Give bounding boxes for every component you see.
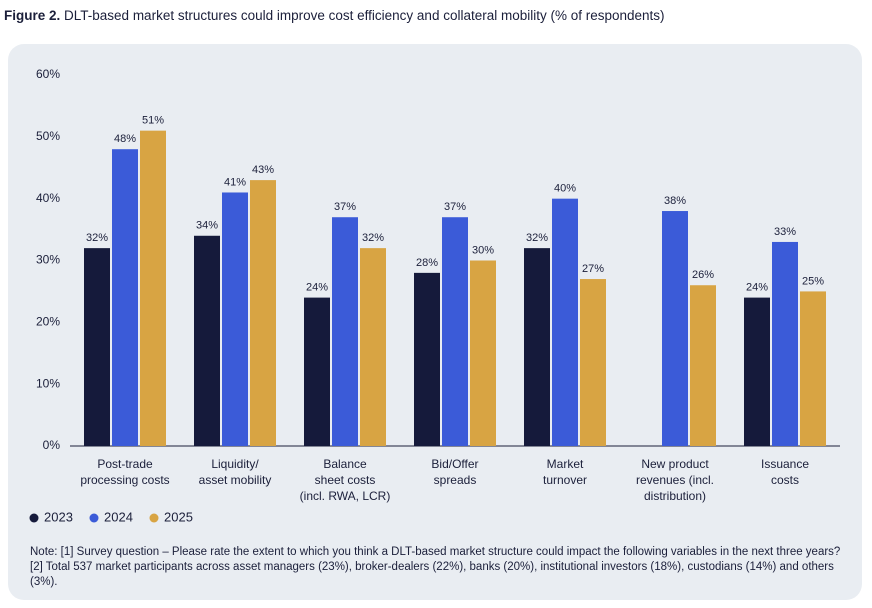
legend-marker <box>29 513 39 523</box>
bar <box>222 192 248 446</box>
bar <box>414 272 440 446</box>
y-tick-label: 0% <box>43 438 61 452</box>
chart-title: Figure 2. DLT-based market structures co… <box>4 8 665 23</box>
value-label: 27% <box>582 263 604 275</box>
y-tick-label: 30% <box>36 253 60 267</box>
value-label: 34% <box>196 220 218 232</box>
value-label: 41% <box>224 176 246 188</box>
value-label: 32% <box>86 232 108 244</box>
bar <box>140 130 166 446</box>
value-label: 38% <box>664 195 686 207</box>
bar <box>470 260 496 446</box>
value-label: 37% <box>444 201 466 213</box>
bar <box>360 248 386 446</box>
bar <box>800 291 826 446</box>
x-tick-label: Issuance costs <box>760 457 810 487</box>
x-tick-label: Market turnover <box>542 457 588 487</box>
bar <box>84 248 110 446</box>
bar <box>304 297 330 446</box>
y-tick-label: 10% <box>36 376 60 390</box>
bar <box>194 235 220 446</box>
bar <box>250 180 276 446</box>
x-tick-label: Post-trade processing costs <box>80 457 170 487</box>
legend-marker <box>89 513 99 523</box>
x-tick-label: Bid/Offer spreads <box>431 457 479 487</box>
bar <box>442 217 468 446</box>
value-label: 32% <box>362 232 384 244</box>
value-label: 32% <box>526 232 548 244</box>
value-label: 40% <box>554 183 576 195</box>
value-label: 37% <box>334 201 356 213</box>
bar <box>552 198 578 446</box>
y-tick-label: 40% <box>36 191 60 205</box>
value-label: 24% <box>306 282 328 294</box>
x-tick-label: Liquidity/ asset mobility <box>198 457 272 487</box>
figure-label: Figure 2. <box>4 8 61 23</box>
value-label: 33% <box>774 226 796 238</box>
note: Note: [1] Survey question – Please rate … <box>30 546 841 588</box>
x-tick-label: New product revenues (incl. distribution… <box>635 457 715 503</box>
bar <box>690 285 716 446</box>
title-text: DLT-based market structures could improv… <box>64 8 665 23</box>
bar <box>772 241 798 446</box>
value-label: 26% <box>692 269 714 281</box>
value-label: 28% <box>416 257 438 269</box>
bar <box>332 217 358 446</box>
bar <box>744 297 770 446</box>
y-tick-label: 20% <box>36 315 60 329</box>
legend-label: 2023 <box>44 509 73 524</box>
value-label: 30% <box>472 244 494 256</box>
legend-label: 2024 <box>104 509 133 524</box>
bar <box>112 149 138 446</box>
y-tick-label: 50% <box>36 129 60 143</box>
bar <box>524 248 550 446</box>
legend-label: 2025 <box>164 509 193 524</box>
bar <box>662 211 688 446</box>
value-label: 43% <box>252 164 274 176</box>
value-label: 51% <box>142 115 164 127</box>
bar <box>580 279 606 446</box>
value-label: 48% <box>114 133 136 145</box>
y-tick-label: 60% <box>36 67 60 81</box>
value-label: 24% <box>746 282 768 294</box>
value-label: 25% <box>802 275 824 287</box>
legend-marker <box>149 513 159 523</box>
x-tick-label: Balance sheet costs (incl. RWA, LCR) <box>299 457 391 503</box>
